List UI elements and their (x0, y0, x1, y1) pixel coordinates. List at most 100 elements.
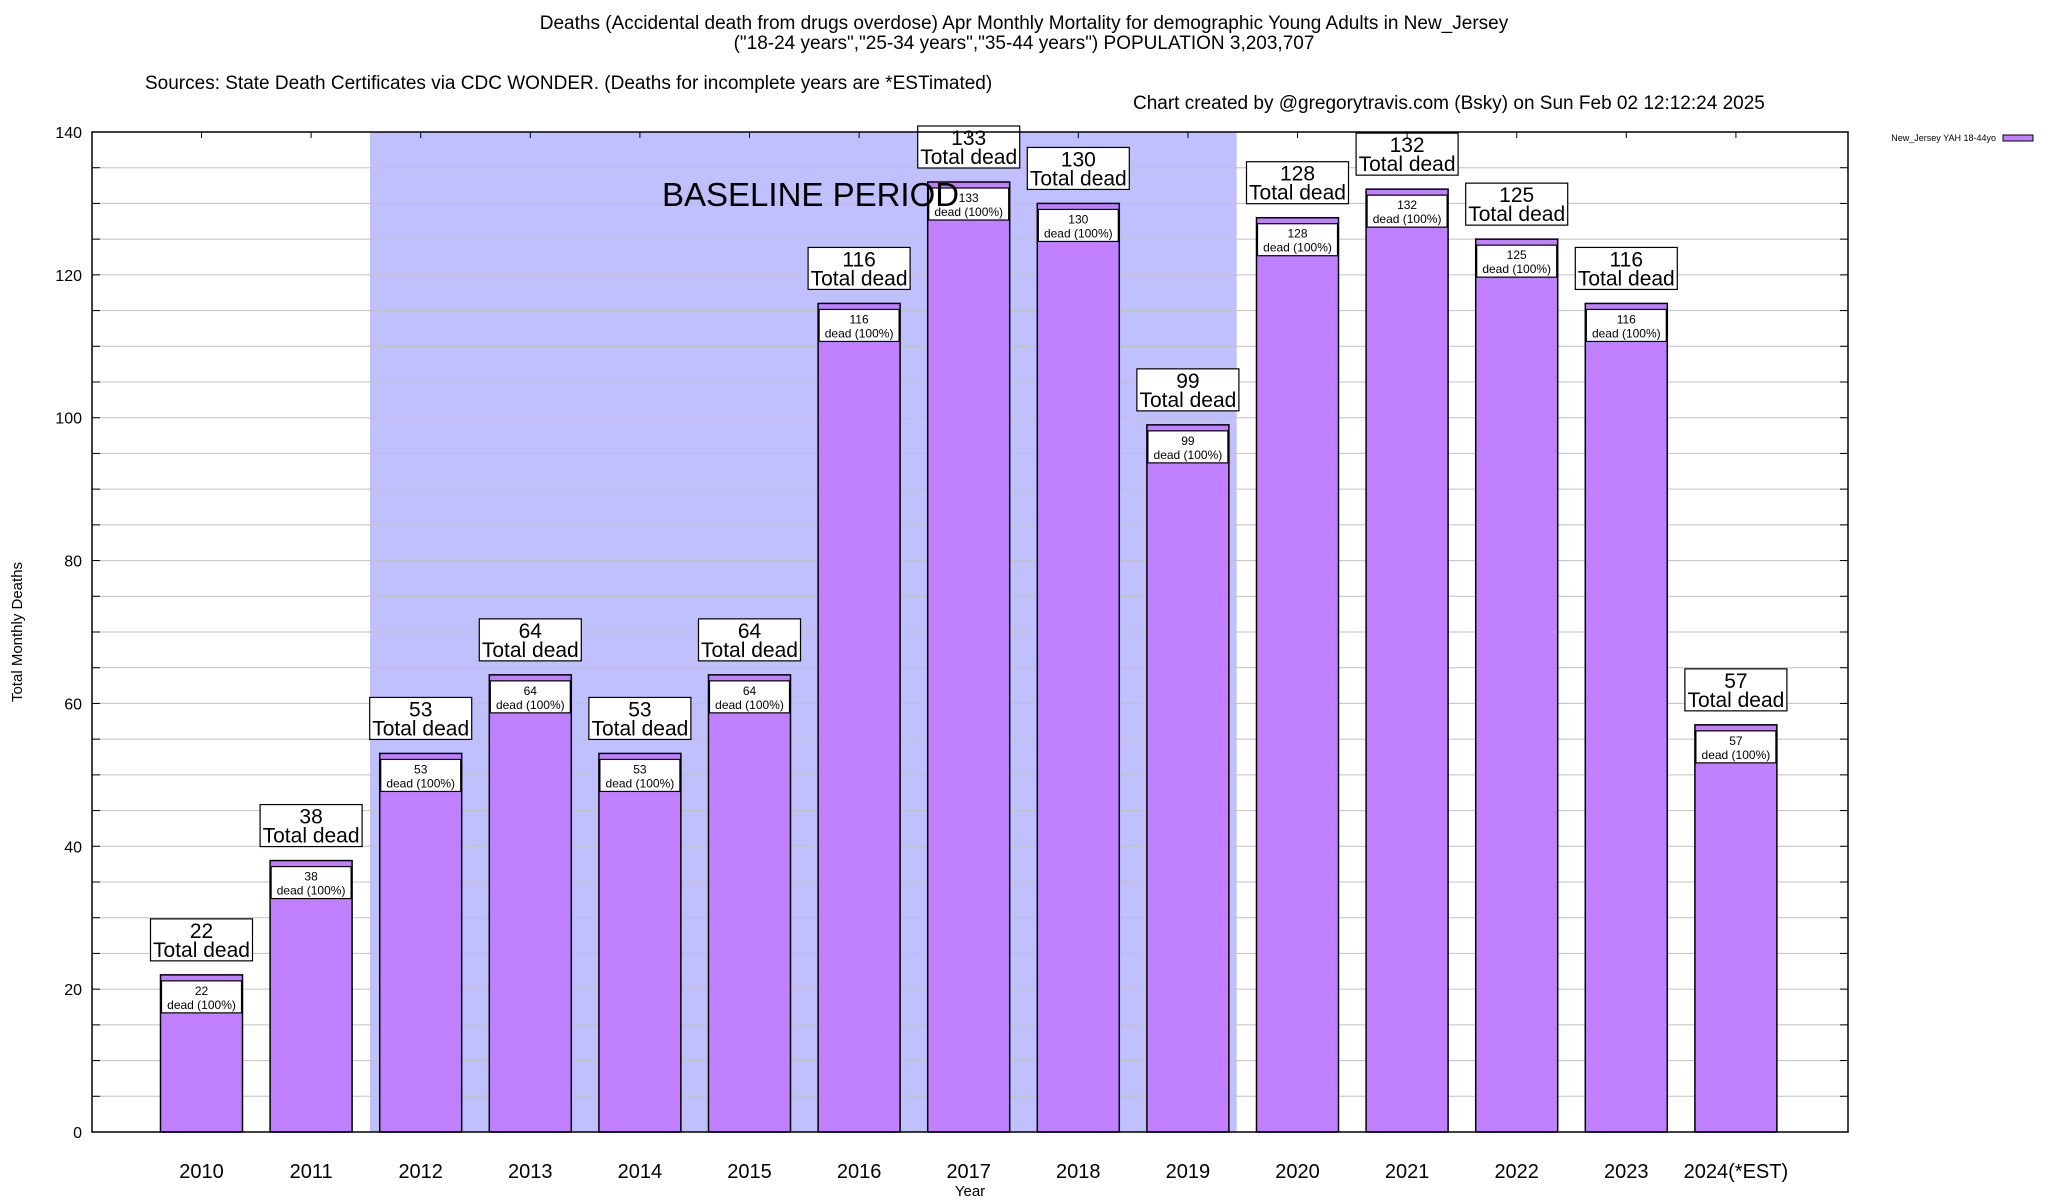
total-label-value: 99 (1176, 370, 1199, 393)
x-tick-label: 2014 (618, 1161, 663, 1183)
bar-2024(*EST) (1694, 724, 1778, 1133)
x-tick-label: 2024(*EST) (1684, 1161, 1789, 1183)
total-label-value: 38 (299, 806, 322, 829)
inner-label-value: 125 (1507, 248, 1527, 262)
inner-label-box (928, 187, 1010, 221)
bar-layer (159, 181, 1778, 1133)
inner-label-value: 53 (633, 762, 647, 776)
chart-subtitle: ("18-24 years","25-34 years","35-44 year… (733, 33, 1315, 54)
total-label-box (1245, 161, 1350, 205)
inner-label-value: 53 (414, 762, 428, 776)
bar-2022 (1474, 238, 1559, 1133)
bar-2013 (488, 674, 573, 1133)
legend: New_Jersey YAH 18-44yo (1891, 133, 2034, 143)
inner-label-value: 22 (195, 984, 209, 998)
x-tick-label: 2023 (1604, 1161, 1649, 1183)
inner-label-text: dead (100%) (386, 776, 455, 790)
inner-label-text: dead (100%) (606, 776, 675, 790)
y-tick-label: 60 (64, 696, 82, 713)
total-label-text: Total dead (1578, 267, 1675, 290)
total-label-value: 57 (1724, 670, 1747, 693)
inner-label-text: dead (100%) (277, 884, 346, 898)
total-label-box (1355, 132, 1459, 176)
total-label-value: 22 (190, 920, 213, 943)
inner-label-box (1037, 208, 1119, 243)
inner-label-box (489, 680, 571, 714)
total-label-value: 125 (1499, 184, 1534, 207)
inner-label-value: 57 (1729, 734, 1743, 748)
inner-label-box (1585, 308, 1667, 343)
inner-label-text: dead (100%) (496, 698, 565, 712)
inner-label-value: 128 (1287, 227, 1307, 241)
x-axis-label: Year (955, 1183, 985, 1200)
inner-label-text: dead (100%) (1263, 241, 1332, 255)
inner-label-text: dead (100%) (1702, 748, 1771, 762)
bar-2020 (1255, 216, 1340, 1133)
inner-label-box (1695, 730, 1777, 764)
bar-2011 (269, 859, 353, 1133)
total-label-text: Total dead (1687, 689, 1784, 712)
inner-label-text: dead (100%) (1373, 212, 1442, 226)
baseline-period-label: BASELINE PERIOD (662, 176, 959, 213)
y-tick-label: 40 (64, 839, 82, 856)
inner-label-value: 132 (1397, 198, 1417, 212)
total-label-value: 64 (519, 620, 543, 643)
y-tick-label: 140 (55, 125, 82, 142)
inner-label-value: 116 (850, 312, 869, 326)
bar-2015 (707, 674, 792, 1133)
inner-label-box (160, 980, 243, 1014)
total-label-text: Total dead (1030, 167, 1127, 190)
total-label-text: Total dead (920, 146, 1017, 169)
total-label-text: Total dead (701, 639, 798, 662)
total-label-box (1026, 146, 1130, 191)
total-label-text: Total dead (372, 717, 469, 740)
inner-label-text: dead (100%) (825, 326, 894, 340)
total-label-value: 64 (738, 620, 762, 643)
chart-source-line: Sources: State Death Certificates via CD… (0, 54, 2048, 114)
bar-2023 (1584, 302, 1669, 1133)
bar-2016 (817, 302, 901, 1133)
inner-label-text: dead (100%) (1154, 448, 1223, 462)
total-label-value: 130 (1061, 148, 1096, 171)
total-label-text: Total dead (482, 639, 579, 662)
x-tick-label: 2022 (1494, 1161, 1539, 1183)
total-label-box (697, 618, 802, 662)
x-tick-label: 2011 (290, 1161, 333, 1183)
inner-label-value: 130 (1068, 212, 1088, 226)
total-label-value: 128 (1280, 163, 1315, 186)
total-label-value: 116 (842, 248, 875, 271)
sources-text: Sources: State Death Certificates via CD… (145, 73, 993, 94)
total-label-text: Total dead (811, 267, 908, 290)
total-label-text: Total dead (1139, 389, 1236, 412)
x-tick-label: 2021 (1385, 1161, 1430, 1183)
total-label-text: Total dead (1359, 153, 1456, 176)
y-tick-label: 0 (73, 1125, 82, 1142)
chart-title: Deaths (Accidental death from drugs over… (539, 13, 1509, 34)
inner-label-box (599, 758, 681, 793)
bar-2019 (1146, 424, 1230, 1133)
inner-label-box (1366, 194, 1448, 228)
bar-2017 (926, 181, 1011, 1133)
inner-label-box (380, 758, 462, 793)
credit-text: Chart created by @gregorytravis.com (Bsk… (1133, 93, 1765, 114)
total-label-value: 116 (1610, 248, 1643, 271)
total-label-box (259, 803, 363, 848)
total-label-text: Total dead (1468, 203, 1565, 226)
total-label-box (1465, 182, 1569, 226)
total-label-text: Total dead (1249, 182, 1346, 205)
legend-swatch (2002, 134, 2034, 142)
bar-2018 (1036, 202, 1121, 1133)
inner-label-text: dead (100%) (934, 205, 1003, 219)
plot-frame (91, 131, 1849, 1133)
x-tick-label: 2016 (837, 1161, 882, 1183)
total-label-box (1136, 368, 1240, 412)
bar-2012 (378, 752, 463, 1133)
total-label-box (478, 618, 582, 662)
total-label-box (1574, 246, 1678, 291)
x-tick-label: 2019 (1166, 1161, 1211, 1183)
inner-label-text: dead (100%) (1044, 226, 1113, 240)
inner-label-value: 64 (743, 684, 757, 698)
inner-label-box (818, 308, 900, 343)
inner-label-text: dead (100%) (1592, 326, 1661, 340)
